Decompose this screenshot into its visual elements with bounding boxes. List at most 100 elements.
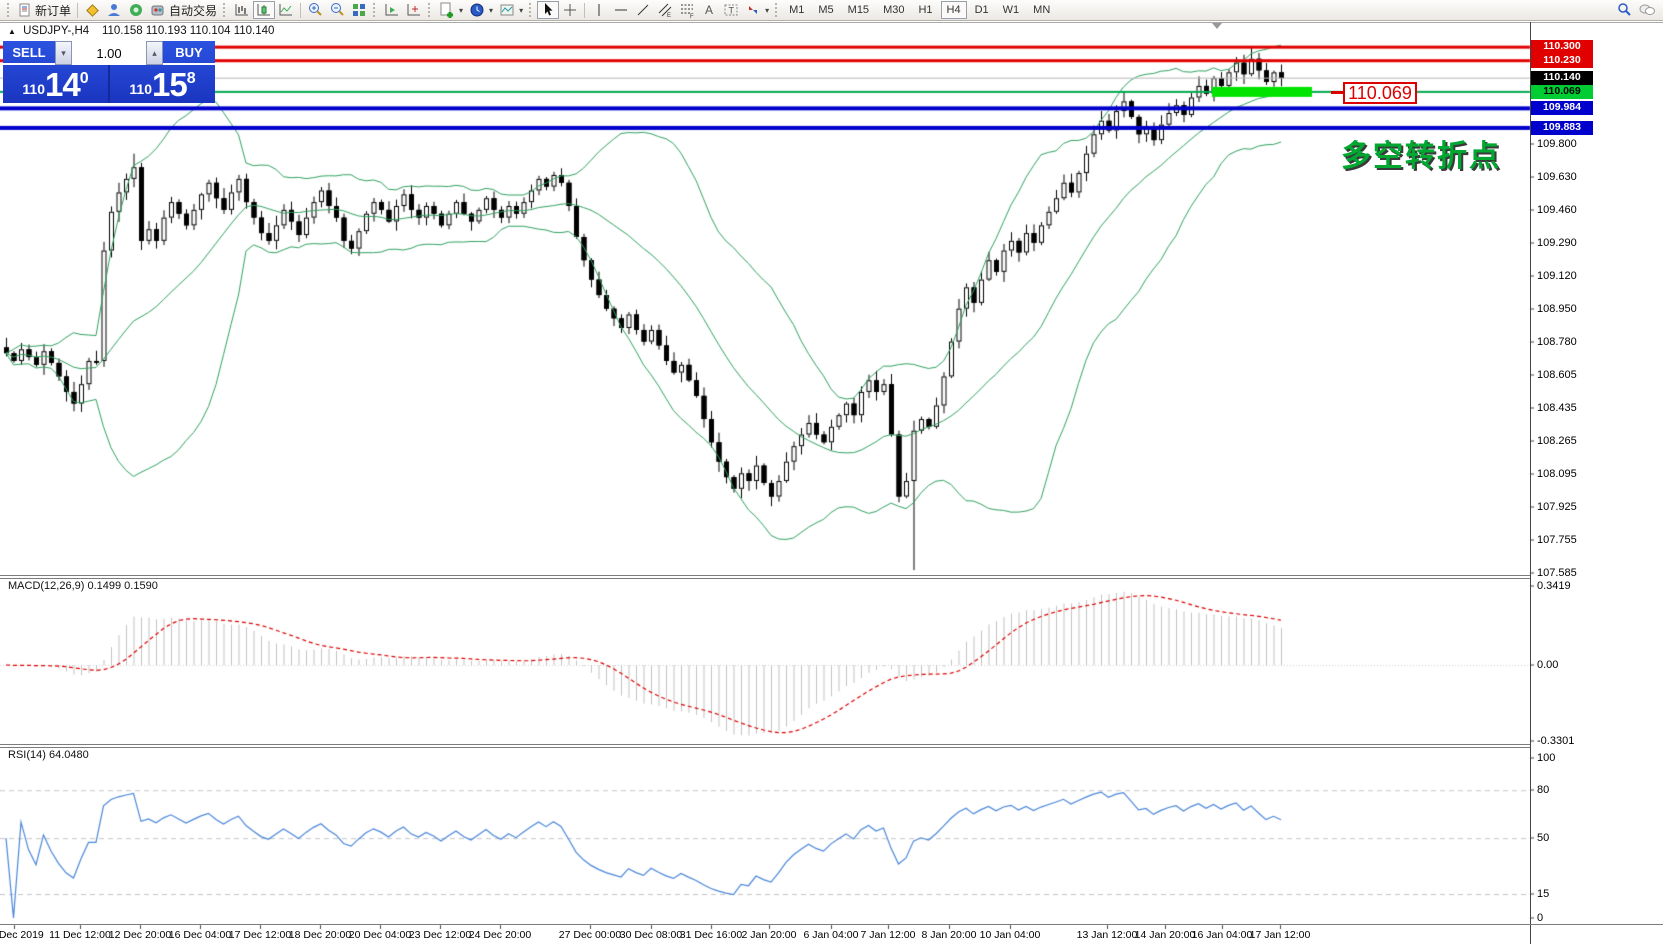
tile-windows-button[interactable] — [348, 1, 370, 19]
new-order-button[interactable]: 新订单 — [15, 1, 74, 19]
price-callout-box[interactable]: 110.069 — [1343, 82, 1417, 104]
sell-price[interactable]: 110 14 0 — [22, 66, 89, 103]
pane-separator-rsi[interactable] — [0, 744, 1530, 748]
timeframe-h1-button[interactable]: H1 — [912, 1, 938, 19]
buy-price[interactable]: 110 15 8 — [129, 66, 196, 103]
trendline-button[interactable] — [632, 1, 654, 19]
toolbar-separator — [300, 2, 302, 18]
macd-indicator-label: MACD(12,26,9) 0.1499 0.1590 — [8, 580, 158, 592]
sell-button[interactable]: SELL — [3, 41, 55, 65]
price-level-badge: 109.984 — [1531, 101, 1593, 116]
time-axis-label: 18 Dec 20:00 — [288, 929, 352, 941]
zoom-out-button[interactable] — [326, 1, 348, 19]
profile-button[interactable] — [81, 1, 103, 19]
fibonacci-button[interactable]: F — [676, 1, 698, 19]
zoom-in-button[interactable] — [304, 1, 326, 19]
auto-scroll-button[interactable] — [381, 1, 403, 19]
horizontal-line-button[interactable] — [610, 1, 632, 19]
toolbar-grip[interactable] — [7, 3, 12, 17]
volume-increment-button[interactable]: ▴ — [146, 41, 163, 65]
text-label-button[interactable]: T — [720, 1, 742, 19]
timeframe-d1-button[interactable]: D1 — [969, 1, 995, 19]
price-divider — [108, 65, 110, 103]
rsi-indicator-label: RSI(14) 64.0480 — [8, 749, 89, 761]
time-axis-label: 12 Dec 20:00 — [108, 929, 172, 941]
toolbar-grip[interactable] — [373, 3, 378, 17]
rsi-axis-tick: 80 — [1537, 784, 1550, 797]
text-button[interactable]: A — [698, 1, 720, 19]
time-axis-label: 23 Dec 12:00 — [408, 929, 472, 941]
templates-button[interactable]: ▾ — [496, 1, 526, 19]
chart-shift-button[interactable] — [403, 1, 425, 19]
time-axis-label: 17 Jan 12:00 — [1249, 929, 1311, 941]
market-button[interactable] — [125, 1, 147, 19]
trendline-icon — [635, 2, 651, 18]
price-axis-tick: 109.800 — [1537, 138, 1577, 150]
timeframe-h4-button[interactable]: H4 — [940, 1, 967, 19]
time-axis-label: 10 Jan 04:00 — [979, 929, 1041, 941]
chinese-annotation[interactable]: 多空转折点 — [1341, 140, 1501, 173]
community-icon — [106, 2, 122, 18]
time-axis-label: 30 Dec 08:00 — [619, 929, 683, 941]
text-label-icon: T — [723, 2, 739, 18]
price-level-badge: 110.069 — [1531, 84, 1593, 99]
time-axis-label: 20 Dec 04:00 — [348, 929, 412, 941]
search-button[interactable] — [1613, 1, 1635, 19]
svg-text:A: A — [705, 3, 713, 17]
svg-text:F: F — [690, 14, 694, 18]
chart-shift-marker[interactable] — [1212, 23, 1222, 29]
bar-chart-icon — [234, 2, 250, 18]
price-axis-tick: 107.925 — [1537, 501, 1577, 514]
symbol-triangle-icon: ▲ — [8, 27, 16, 36]
bar-chart-button[interactable] — [231, 1, 253, 19]
time-axis-label: 10 Dec 2019 — [0, 929, 44, 941]
rsi-axis-tick: 50 — [1537, 832, 1550, 845]
timeframe-m30-button[interactable]: M30 — [877, 1, 910, 19]
tile-windows-icon — [351, 2, 367, 18]
time-axis-label: 31 Dec 16:00 — [679, 929, 743, 941]
price-level-badge: 109.883 — [1531, 120, 1593, 135]
chat-button[interactable] — [1635, 1, 1659, 19]
arrows-button[interactable]: ▾ — [742, 1, 772, 19]
time-axis-label: 16 Dec 04:00 — [168, 929, 232, 941]
indicators-button[interactable]: ▾ — [436, 1, 466, 19]
vertical-line-button[interactable] — [588, 1, 610, 19]
periods-button[interactable]: ▾ — [466, 1, 496, 19]
candlestick-chart-icon — [256, 2, 272, 18]
macd-axis-tick: 0.00 — [1537, 659, 1559, 671]
toolbar-grip[interactable] — [529, 3, 534, 17]
autotrading-label: 自动交易 — [169, 3, 218, 18]
pane-separator-macd[interactable] — [0, 575, 1530, 579]
autotrading-button[interactable]: 自动交易 — [147, 1, 220, 19]
line-chart-button[interactable] — [275, 1, 297, 19]
community-button[interactable] — [103, 1, 125, 19]
candlestick-chart-button[interactable] — [253, 1, 276, 19]
toolbar-grip[interactable] — [223, 3, 228, 17]
timeframe-mn-button[interactable]: MN — [1027, 1, 1056, 19]
timeframe-m5-button[interactable]: M5 — [812, 1, 839, 19]
rsi-axis-tick: 15 — [1537, 888, 1550, 901]
toolbar-divider — [0, 22, 1663, 23]
volume-decrement-button[interactable]: ▾ — [55, 41, 72, 65]
toolbar-grip[interactable] — [428, 3, 433, 17]
cursor-button[interactable] — [537, 1, 560, 19]
timeframe-m15-button[interactable]: M15 — [842, 1, 875, 19]
rsi-axis-tick: 100 — [1537, 752, 1556, 765]
profile-icon — [84, 2, 100, 18]
timeframe-m1-button[interactable]: M1 — [783, 1, 810, 19]
chart-header: ▲ USDJPY-,H4 110.158 110.193 110.104 110… — [8, 25, 274, 37]
price-axis-tick: 108.435 — [1537, 402, 1577, 415]
time-axis-label: 24 Dec 20:00 — [468, 929, 532, 941]
crosshair-button[interactable] — [559, 1, 581, 19]
buy-button[interactable]: BUY — [163, 41, 215, 65]
volume-input[interactable]: 1.00 — [72, 41, 146, 65]
time-axis-label: 14 Jan 20:00 — [1134, 929, 1196, 941]
timeframe-w1-button[interactable]: W1 — [997, 1, 1026, 19]
fibonacci-icon: F — [679, 2, 695, 18]
channel-button[interactable]: E — [654, 1, 676, 19]
new-order-label: 新订单 — [35, 3, 72, 18]
price-axis-line — [1530, 22, 1531, 944]
toolbar-grip[interactable] — [775, 3, 780, 17]
